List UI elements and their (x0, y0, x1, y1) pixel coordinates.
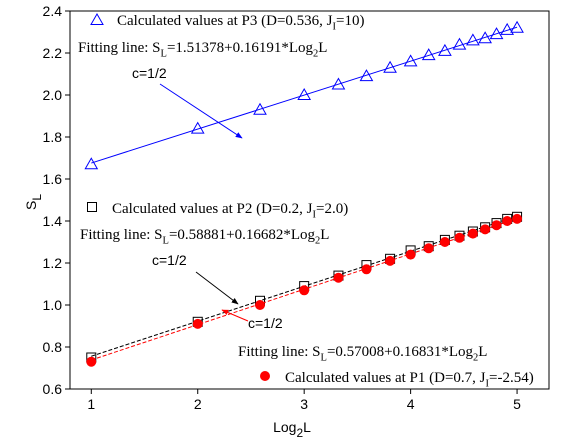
text-part: L (320, 227, 329, 243)
data-point (383, 60, 397, 73)
annotation-arrow (221, 309, 249, 322)
data-point (502, 216, 513, 226)
y-tick-label: 2.0 (43, 87, 63, 103)
data-point (421, 48, 436, 61)
y-axis-label: SL (23, 194, 44, 210)
text-part: I (333, 22, 337, 33)
data-point (333, 272, 344, 283)
data-point (500, 22, 515, 35)
text-part: L (321, 353, 327, 364)
data-point (489, 27, 504, 40)
y-tick-label: 1.0 (43, 297, 63, 313)
x-axis-label: Log2L (273, 419, 311, 440)
data-point (512, 213, 523, 224)
data-point (491, 220, 502, 231)
text-part: =1.51378+0.16191*Log (167, 40, 314, 56)
text-part: S (23, 201, 39, 210)
annotation-arrow (159, 83, 243, 139)
annotation: c=1/2 (152, 252, 187, 268)
data-point (359, 69, 374, 82)
annotation: c=1/2 (248, 315, 283, 331)
legend-marker (260, 371, 270, 381)
text-part: I (486, 379, 490, 390)
legend-label: Calculated values at P2 (D=0.2, JI=2.0) (112, 201, 348, 221)
data-point (86, 356, 97, 367)
data-point (192, 318, 203, 329)
data-point (405, 249, 416, 260)
data-point (466, 33, 480, 46)
annotation-arrow (195, 271, 239, 305)
text-part: Log (273, 419, 296, 435)
fit-label: Fitting line: SL=0.58881+0.16682*Log2L (80, 227, 329, 247)
text-part: Fitting line: S (80, 227, 163, 243)
text-part: 2 (313, 49, 318, 60)
text-part: I (313, 210, 317, 221)
data-point (297, 87, 312, 100)
y-tick-label: 1.6 (43, 171, 63, 187)
text-part: 2 (315, 236, 320, 247)
data-point (403, 54, 418, 67)
y-tick-label: 2.2 (43, 45, 63, 61)
text-part: Calculated values at P3 (D=0.536, J (117, 13, 333, 29)
data-point (361, 264, 372, 275)
text-part: =2.0) (316, 201, 348, 217)
data-point (190, 121, 205, 134)
text-part: =-2.54) (489, 370, 534, 386)
text-part: L (30, 194, 44, 201)
text-part: L (161, 49, 167, 60)
x-tick-label: 2 (194, 396, 202, 412)
text-part: Calculated values at P1 (D=0.7, J (285, 370, 486, 386)
data-point (423, 243, 434, 254)
data-point (467, 228, 478, 239)
plot-frame (69, 10, 550, 390)
y-tick-label: 0.8 (43, 339, 63, 355)
data-point (84, 157, 99, 170)
text-part: L (303, 419, 311, 435)
fit-label: Fitting line: SL=0.57008+0.16831*Log2L (238, 344, 487, 364)
data-point (454, 232, 465, 243)
text-part: L (318, 40, 327, 56)
x-tick-label: 4 (407, 396, 415, 412)
legend-marker (90, 12, 104, 25)
data-point (452, 37, 467, 50)
data-point (385, 255, 396, 266)
data-point (480, 224, 491, 235)
text-part: Fitting line: S (238, 344, 321, 360)
fit-label: Fitting line: SL=1.51378+0.16191*Log2L (78, 40, 327, 60)
text-part: L (163, 236, 169, 247)
annotation: c=1/2 (132, 65, 167, 81)
y-tick-label: 2.4 (43, 3, 63, 19)
text-part: 2 (473, 353, 478, 364)
legend-label: Calculated values at P1 (D=0.7, JI=-2.54… (285, 370, 534, 390)
legend-marker (87, 202, 97, 212)
data-point (439, 237, 450, 247)
fit-line (91, 26, 518, 164)
data-point (478, 31, 492, 44)
data-point (510, 20, 524, 33)
y-tick-label: 1.8 (43, 129, 63, 145)
x-tick-label: 5 (513, 396, 521, 412)
y-tick-label: 0.6 (43, 381, 63, 397)
y-tick-label: 1.2 (43, 255, 63, 271)
data-point (253, 102, 267, 115)
x-tick-label: 1 (87, 396, 95, 412)
data-point (255, 300, 266, 310)
data-point (331, 77, 346, 90)
data-point (299, 285, 310, 296)
x-tick-label: 3 (300, 396, 308, 412)
text-part: L (478, 344, 487, 360)
text-part: 2 (296, 426, 303, 440)
text-part: Calculated values at P2 (D=0.2, J (112, 201, 313, 217)
y-tick-label: 1.4 (43, 213, 63, 229)
text-part: =0.57008+0.16831*Log (327, 344, 474, 360)
text-part: Fitting line: S (78, 40, 161, 56)
legend-label: Calculated values at P3 (D=0.536, JI=10) (117, 13, 364, 33)
data-point (438, 43, 452, 56)
text-part: =10) (336, 13, 364, 29)
text-part: =0.58881+0.16682*Log (169, 227, 316, 243)
